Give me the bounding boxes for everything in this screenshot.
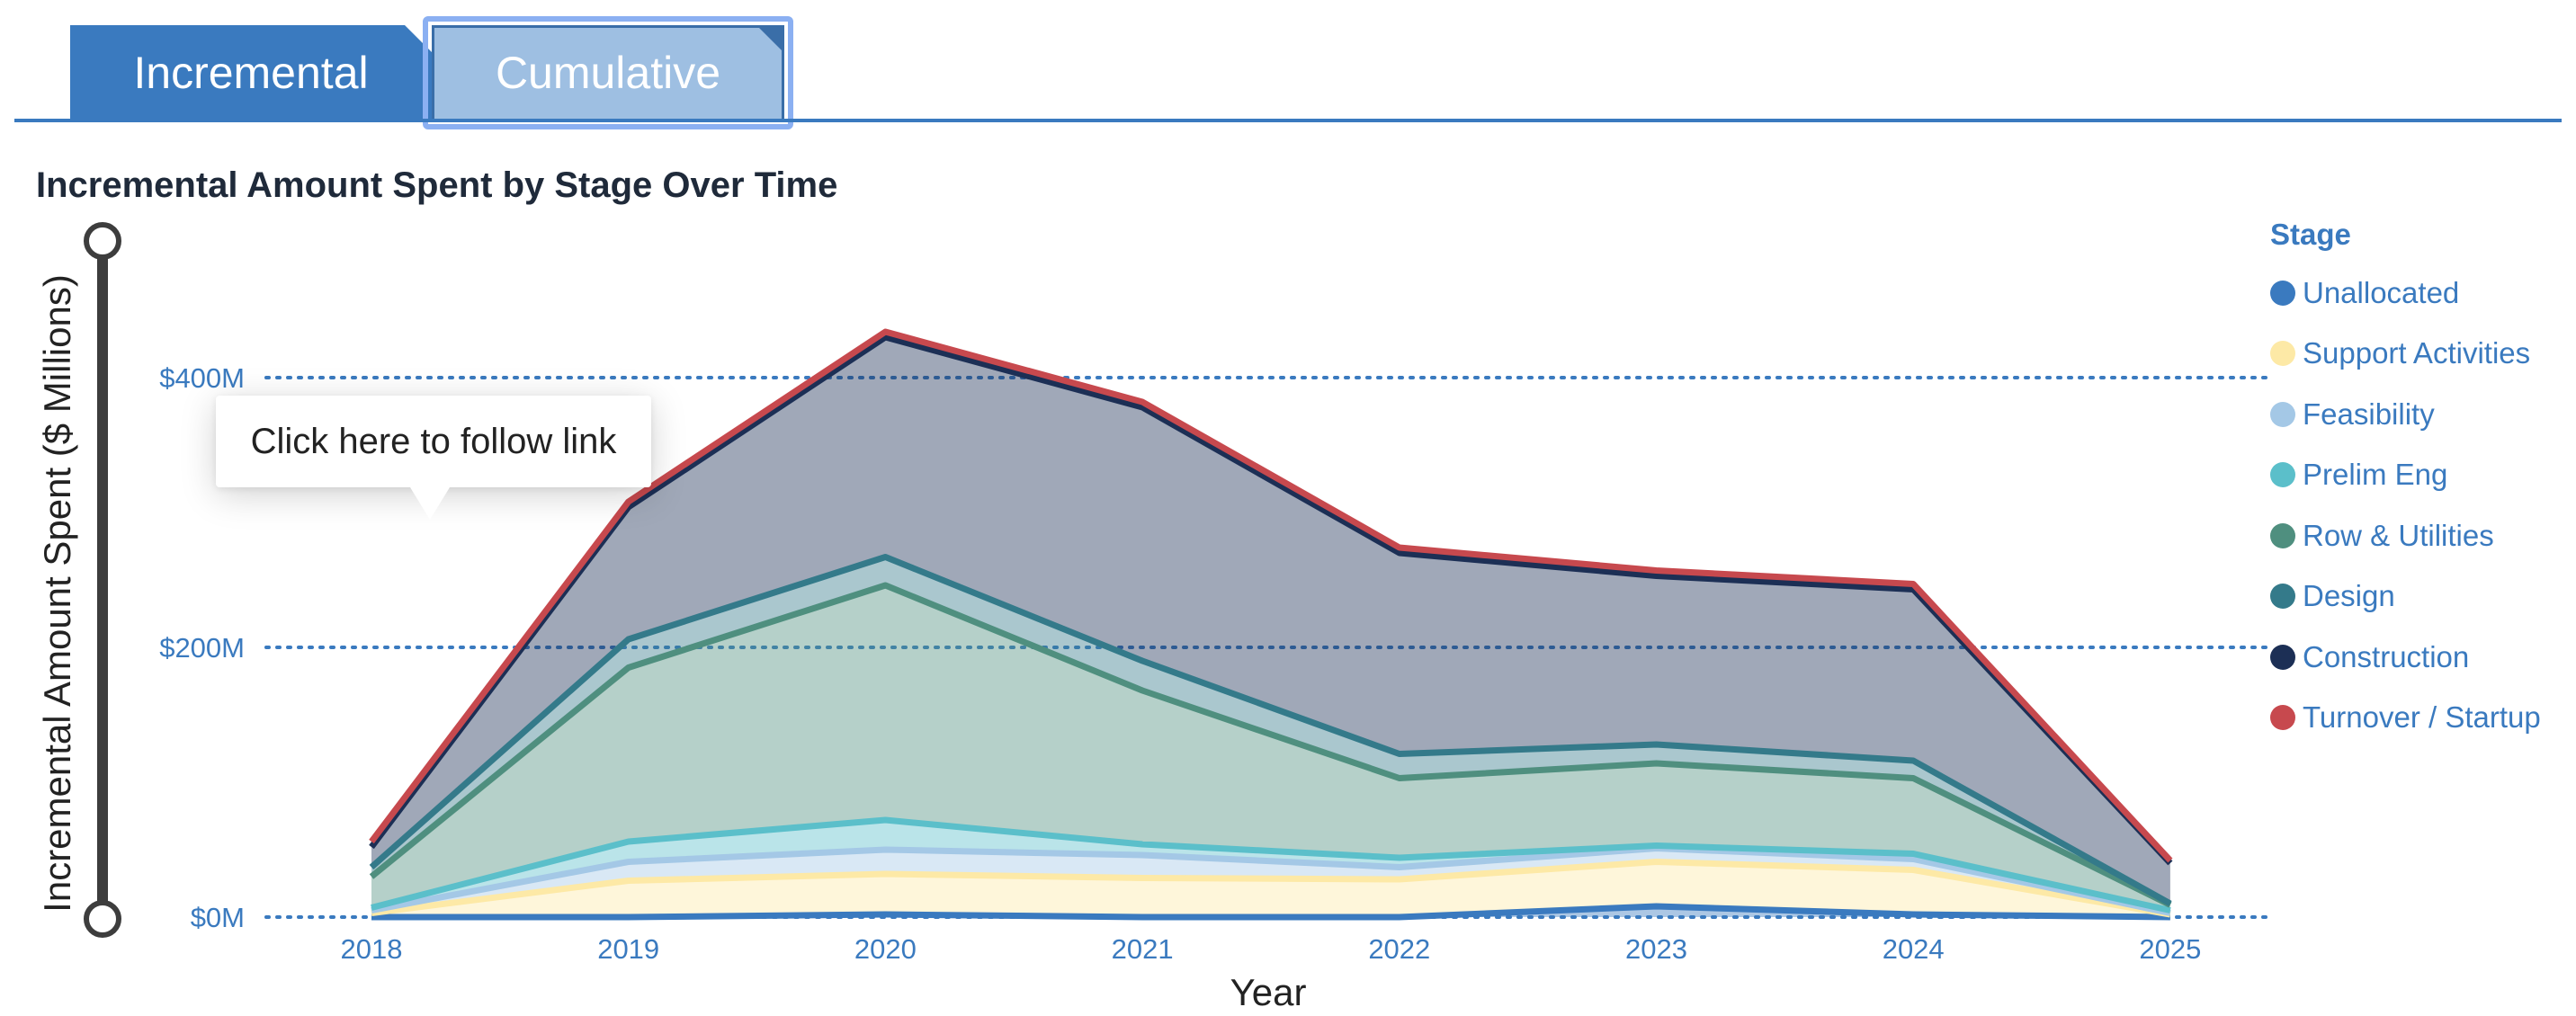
legend-item[interactable]: Construction	[2270, 627, 2541, 688]
tab-cumulative[interactable]: Cumulative	[432, 25, 784, 120]
x-tick-label: 2020	[854, 933, 917, 965]
legend-item[interactable]: Support Activities	[2270, 324, 2541, 385]
slider-bottom-handle[interactable]	[84, 900, 121, 938]
tab-focus-ring	[423, 16, 793, 129]
y-tick-label: $400M	[159, 362, 245, 394]
area-row-utilities	[371, 585, 2170, 911]
legend-item[interactable]: Row & Utilities	[2270, 505, 2541, 566]
x-tick-label: 2021	[1112, 933, 1174, 965]
x-tick-label: 2022	[1368, 933, 1430, 965]
legend-label: Support Activities	[2303, 336, 2531, 370]
legend-swatch-icon	[2270, 341, 2295, 367]
x-tick-label: 2025	[2139, 933, 2201, 965]
y-tick-label: $200M	[159, 632, 245, 664]
chart-title: Incremental Amount Spent by Stage Over T…	[36, 165, 838, 205]
area-feasibility	[371, 848, 2170, 914]
area-construction	[371, 337, 2170, 904]
legend-item[interactable]: Unallocated	[2270, 263, 2541, 324]
line-row-utilities	[369, 582, 2172, 908]
line-design	[369, 554, 2172, 907]
legend-item[interactable]: Feasibility	[2270, 384, 2541, 445]
legend-swatch-icon	[2270, 705, 2295, 731]
slider-top-handle[interactable]	[84, 222, 121, 260]
line-prelim-eng	[371, 816, 2171, 914]
line-turnover-startup	[369, 328, 2173, 863]
tooltip[interactable]: Click here to follow link	[216, 396, 651, 487]
area-design	[371, 557, 2170, 905]
tab-underline	[14, 119, 2562, 122]
legend-label: Prelim Eng	[2303, 458, 2448, 492]
legend-item[interactable]: Design	[2270, 566, 2541, 628]
legend: Stage Unallocated Support Activities Feasi…	[2270, 218, 2541, 748]
legend-title: Stage	[2270, 218, 2351, 251]
legend-item[interactable]: Prelim Eng	[2270, 445, 2541, 506]
axis-ticks: $0M $200M $400M 2018 2019 2020 2021 2022 2023 202…	[159, 362, 2201, 965]
line-unallocated	[371, 903, 2170, 921]
area-layers	[371, 332, 2170, 917]
legend-item[interactable]: Turnover / Startup	[2270, 688, 2541, 749]
legend-swatch-icon	[2270, 462, 2295, 488]
tab-corner-fold	[759, 28, 783, 51]
legend-swatch-icon	[2270, 644, 2295, 670]
x-axis-label: Year	[1230, 971, 1307, 1013]
legend-swatch-icon	[2270, 522, 2295, 548]
tooltip-text: Click here to follow link	[250, 421, 617, 461]
legend-items: Unallocated Support Activities Feasibility…	[2270, 263, 2541, 748]
slider-track	[97, 241, 108, 919]
legend-swatch-icon	[2270, 584, 2295, 610]
line-feasibility	[371, 845, 2171, 916]
x-tick-label: 2018	[341, 933, 403, 965]
area-prelim-eng	[371, 820, 2170, 914]
y-tick-label: $0M	[191, 902, 245, 933]
legend-label: Turnover / Startup	[2303, 700, 2541, 735]
area-support-activities	[371, 861, 2170, 917]
series-lines	[369, 328, 2173, 921]
line-support-activities	[371, 859, 2171, 918]
tab-incremental[interactable]: Incremental	[70, 25, 432, 120]
x-tick-label: 2019	[597, 933, 659, 965]
y-range-slider[interactable]	[84, 222, 121, 938]
tooltip-arrow	[410, 487, 450, 520]
legend-label: Construction	[2303, 639, 2470, 673]
legend-label: Design	[2303, 579, 2395, 613]
y-axis-label: Incremental Amount Spent ($ Millions)	[36, 274, 78, 913]
legend-swatch-icon	[2270, 280, 2295, 306]
line-construction	[369, 334, 2173, 866]
legend-label: Row & Utilities	[2303, 518, 2494, 552]
x-tick-label: 2024	[1883, 933, 1945, 965]
legend-swatch-icon	[2270, 401, 2295, 427]
x-tick-label: 2023	[1625, 933, 1687, 965]
legend-label: Unallocated	[2303, 275, 2460, 309]
legend-label: Feasibility	[2303, 397, 2435, 431]
